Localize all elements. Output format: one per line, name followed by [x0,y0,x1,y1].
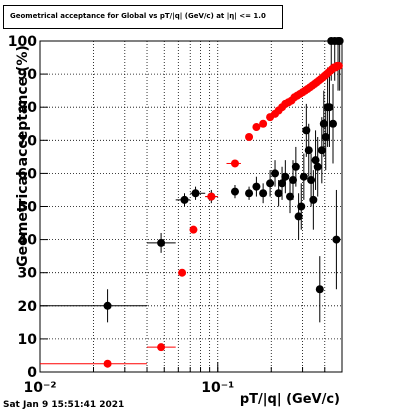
red-data-point [189,225,198,234]
black-data-point [245,189,254,198]
black-data-point [299,172,308,181]
black-data-point [319,119,328,128]
black-data-point [315,285,324,294]
black-data-point [332,235,341,244]
y-tick-label: 60 [18,166,38,182]
black-data-point [317,146,326,155]
black-data-point [297,202,306,211]
y-tick-label: 30 [18,266,38,282]
black-data-point [313,162,322,171]
black-data-point [321,132,330,141]
red-data-point [334,61,343,70]
red-data-point [207,192,216,201]
black-data-point [309,195,318,204]
black-data-point [103,301,112,310]
red-data-point [259,119,268,128]
black-data-point [278,179,287,188]
y-tick-label: 40 [18,233,38,249]
black-data-point [230,187,239,196]
black-data-point [307,176,316,185]
black-data-point [286,192,295,201]
red-data-point [157,343,166,352]
y-tick-label: 10 [18,332,38,348]
x-tick-label: 10⁻² [23,380,56,396]
black-data-point [157,238,166,247]
black-data-point [191,189,200,198]
black-data-point [252,182,261,191]
y-tick-label: 50 [18,200,38,216]
black-data-point [271,169,280,178]
black-data-point [291,162,300,171]
y-axis-label: Geometrical acceptance (%) [15,45,31,267]
y-tick-label: 70 [18,133,38,149]
red-data-point [230,159,239,168]
red-data-point [178,268,187,277]
y-tick-label: 0 [27,365,37,381]
black-data-point [335,37,344,45]
x-tick-label: 10⁻¹ [201,380,234,396]
y-tick-label: 100 [8,34,37,50]
chart-title: Geometrical acceptance for Global vs pT/… [10,12,266,20]
red-data-point [103,359,112,368]
y-tick-label: 20 [18,299,38,315]
y-tick-label: 90 [18,67,38,83]
black-data-point [288,176,297,185]
black-data-point [304,146,313,155]
black-data-point [180,195,189,204]
red-data-point [252,123,261,132]
timestamp: Sat Jan 9 15:51:41 2021 [3,400,125,410]
black-data-point [294,212,303,221]
red-data-point [245,132,254,141]
black-data-point [274,189,283,198]
y-tick-label: 80 [18,100,38,116]
black-data-point [266,179,275,188]
black-data-point [325,103,334,112]
x-axis-label: pT/|q| (GeV/c) [239,392,340,407]
black-data-point [281,172,290,181]
black-data-point [259,189,268,198]
black-data-point [329,119,338,128]
chart-title-box: Geometrical acceptance for Global vs pT/… [3,5,283,29]
